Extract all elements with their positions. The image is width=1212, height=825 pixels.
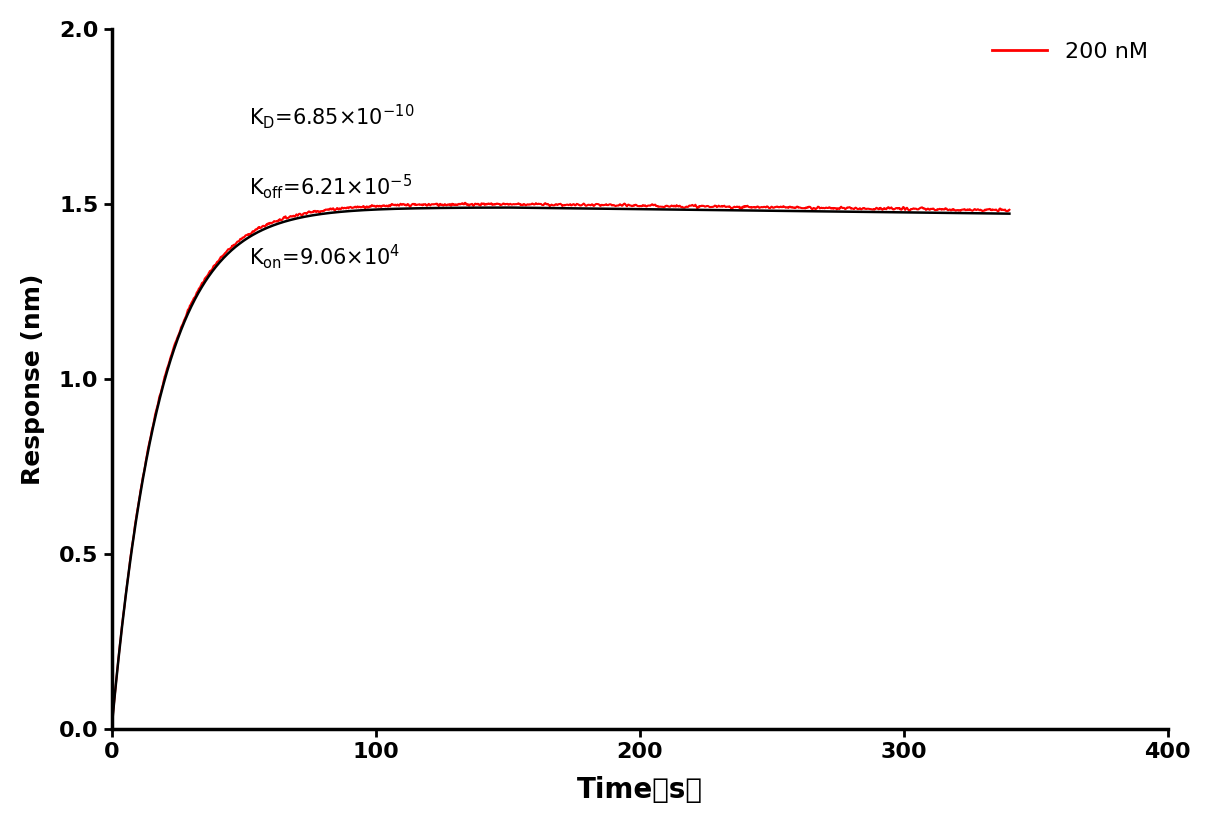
Text: K$_\mathrm{on}$=9.06×10$^{4}$: K$_\mathrm{on}$=9.06×10$^{4}$ (248, 243, 400, 271)
Legend: 200 nM: 200 nM (983, 33, 1156, 71)
200 nM (104, 724, 119, 733)
200 nM (938, 203, 953, 213)
200 nM (1002, 205, 1017, 214)
Text: K$_\mathrm{off}$=6.21×10$^{-5}$: K$_\mathrm{off}$=6.21×10$^{-5}$ (248, 172, 412, 201)
X-axis label: Time（s）: Time（s） (577, 776, 703, 804)
200 nM (246, 227, 261, 237)
200 nM (458, 198, 473, 208)
Text: K$_\mathrm{D}$=6.85×10$^{-10}$: K$_\mathrm{D}$=6.85×10$^{-10}$ (248, 102, 415, 131)
200 nM (513, 199, 527, 209)
200 nM (691, 202, 705, 212)
200 nM (119, 584, 133, 594)
200 nM (463, 200, 478, 210)
Line: 200 nM: 200 nM (112, 203, 1010, 728)
Y-axis label: Response (nm): Response (nm) (21, 273, 45, 484)
